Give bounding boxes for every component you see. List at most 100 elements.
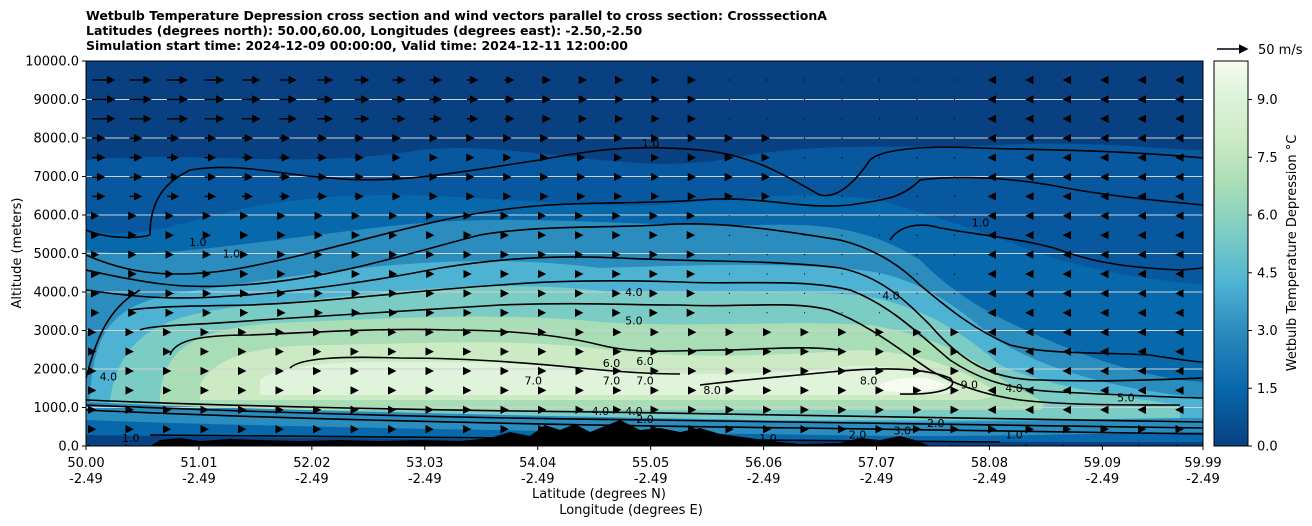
- x-tick-label-lon: -2.49: [182, 472, 216, 487]
- wind-vector: [766, 215, 768, 217]
- x-tick-label-lat: 59.09: [1084, 456, 1121, 471]
- wind-vector: [878, 273, 881, 275]
- wind-vector: [878, 312, 881, 314]
- wind-vector: [728, 98, 731, 100]
- contour-11: [86, 404, 1203, 429]
- colorbar: [1213, 60, 1249, 447]
- wind-vector: [728, 312, 731, 314]
- wind-vector: [916, 273, 918, 275]
- contour-label: 3.0: [893, 424, 911, 437]
- wind-vector: [916, 137, 918, 139]
- contour-1-right: [889, 224, 1203, 271]
- x-tick-label-lat: 52.02: [293, 456, 330, 471]
- wind-vector: [803, 176, 806, 178]
- y-tick-label: 10000.0: [25, 55, 79, 70]
- chart-title: Wetbulb Temperature Depression cross sec…: [86, 8, 827, 53]
- wind-vector: [728, 234, 731, 236]
- x-tick-label-lat: 50.00: [67, 456, 104, 471]
- wind-vector: [916, 98, 918, 100]
- contour-label: 8.0: [860, 374, 878, 387]
- wind-vector: [766, 79, 768, 81]
- wind-vector: [728, 118, 731, 120]
- wind-vector: [953, 79, 956, 81]
- wind-vector: [803, 79, 806, 81]
- wind-vector: [878, 157, 881, 159]
- colorbar-ticks: 0.0 1.5 3.0 4.5 6.0 7.5 9.0: [1248, 93, 1278, 455]
- wind-vector: [841, 195, 843, 197]
- wind-vector: [916, 157, 918, 159]
- contour-7: [169, 328, 841, 356]
- wind-vector: [803, 234, 806, 236]
- wind-vector: [766, 292, 768, 294]
- y-axis: 0.0 1000.0 2000.0 3000.0 4000.0 5000.0 6000.0 7…: [25, 55, 86, 455]
- x-tick-label-lat: 57.07: [858, 456, 895, 471]
- y-tick-label: 4000.0: [34, 286, 80, 301]
- wind-vector: [953, 137, 956, 139]
- grid-lines: [86, 99, 1203, 408]
- wind-vector: [766, 312, 768, 314]
- wind-vector: [953, 254, 956, 256]
- x-tick-label-lat: 51.01: [180, 456, 217, 471]
- contour-label: 1.0: [972, 217, 990, 230]
- wind-vector: [953, 234, 956, 236]
- y-tick-label: 1000.0: [34, 401, 80, 416]
- wind-vector: [841, 312, 843, 314]
- contour-label: 7.0: [603, 374, 621, 387]
- wind-vector: [916, 118, 918, 120]
- colorbar-tick-label: 3.0: [1257, 324, 1278, 339]
- wind-vector: [803, 215, 806, 217]
- contour-label: 2.0: [927, 417, 945, 430]
- wind-vector: [728, 254, 731, 256]
- colorbar-tick-label: 7.5: [1257, 151, 1278, 166]
- wind-vector: [841, 254, 843, 256]
- wind-vector: [841, 157, 843, 159]
- wind-vector: [916, 176, 918, 178]
- x-tick-label-lon: -2.49: [295, 472, 329, 487]
- x-tick-label-lat: 59.99: [1184, 456, 1221, 471]
- contour-label: 1.0: [642, 138, 660, 151]
- contour-label: 7.0: [524, 374, 542, 387]
- x-tick-label-lon: -2.49: [860, 472, 894, 487]
- y-tick-label: 3000.0: [34, 324, 80, 339]
- contour-label: 6.0: [603, 357, 621, 370]
- wind-vector: [803, 254, 806, 256]
- contour-1-upper: [149, 146, 1203, 236]
- contour-label: 9.0: [961, 378, 979, 391]
- contour-label: 4.0: [882, 290, 900, 303]
- colorbar-tick-label: 0.0: [1257, 440, 1278, 455]
- colorbar-tick-label: 9.0: [1257, 93, 1278, 108]
- wind-vector: [766, 234, 768, 236]
- x-axis-label: Latitude (degrees N): [532, 487, 666, 502]
- y-tick-label: 0.0: [58, 440, 79, 455]
- wind-vector: [916, 292, 918, 294]
- x-tick-label-lon: -2.49: [747, 472, 781, 487]
- title-line-1: Wetbulb Temperature Depression cross sec…: [86, 8, 827, 23]
- wind-vector: [841, 137, 843, 139]
- wind-vector: [766, 273, 768, 275]
- wind-vector: [841, 273, 843, 275]
- filled-field: [86, 61, 1203, 446]
- wind-vector: [803, 195, 806, 197]
- contour-label: 4.0: [1005, 382, 1023, 395]
- wind-vector: [841, 176, 843, 178]
- colorbar-tick-label: 4.5: [1257, 266, 1278, 281]
- contour-label: 5.0: [625, 315, 643, 328]
- x-tick-label-lat: 58.08: [971, 456, 1008, 471]
- wind-vector: [841, 118, 843, 120]
- wind-vector: [953, 176, 956, 178]
- colorbar-tick-label: 1.5: [1257, 382, 1278, 397]
- wind-vector: [841, 79, 843, 81]
- wind-vector: [916, 79, 918, 81]
- wind-vector: [728, 273, 731, 275]
- wind-vector: [953, 312, 956, 314]
- wind-vector: [916, 234, 918, 236]
- wind-vector: [953, 215, 956, 217]
- contour-label: 7.0: [636, 374, 654, 387]
- y-tick-label: 9000.0: [34, 93, 80, 108]
- wind-vector: [803, 98, 806, 100]
- contour-labels: 1.0 1.0 1.0 1.0 4.0 4.0 5.0 6.0 6.0 7.0 7.0 7.0 8.0 8…: [100, 138, 1135, 446]
- y-tick-label: 8000.0: [34, 132, 80, 147]
- x-tick-label-lat: 54.04: [519, 456, 556, 471]
- contour-label: 2.0: [636, 413, 654, 426]
